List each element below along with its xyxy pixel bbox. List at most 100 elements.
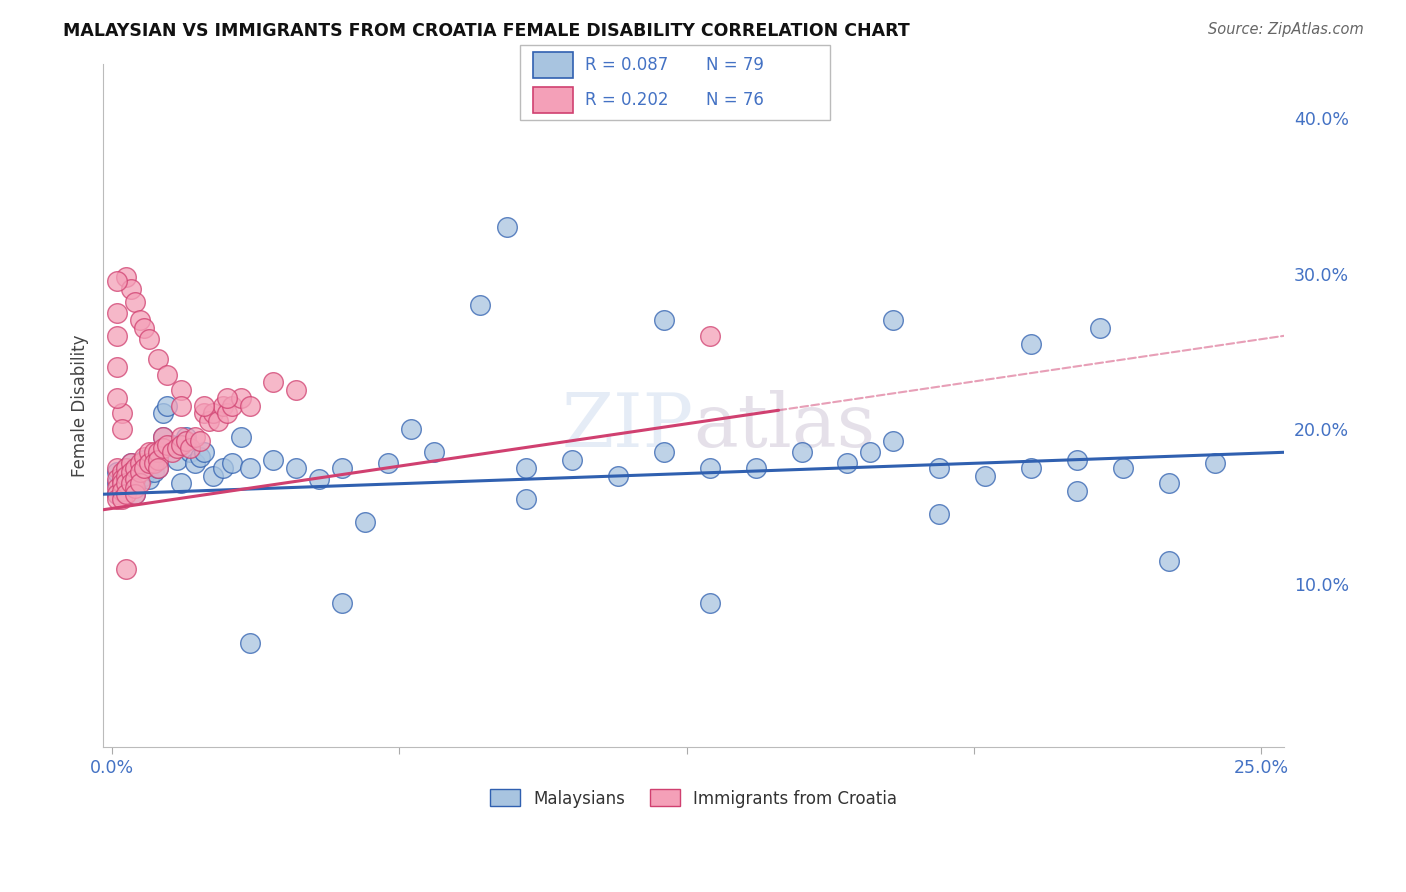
Point [124,487,146,501]
Point [221,399,243,413]
Text: R = 0.202: R = 0.202 [585,91,669,109]
Point [128,460,150,475]
Point [105,472,128,486]
Point [105,275,128,289]
Point [652,445,675,459]
Point [128,313,150,327]
Point [377,456,399,470]
Point [105,359,128,374]
Point [105,466,128,480]
Text: R = 0.087: R = 0.087 [585,56,668,74]
Point [308,472,330,486]
Point [115,460,138,475]
Point [128,456,150,470]
Point [124,481,146,495]
Point [134,450,156,464]
Legend: Malaysians, Immigrants from Croatia: Malaysians, Immigrants from Croatia [484,782,904,814]
Point [423,445,446,459]
Point [217,407,239,421]
Point [790,445,813,459]
Point [152,430,174,444]
Point [124,466,146,480]
FancyBboxPatch shape [533,52,572,78]
Point [399,422,422,436]
Point [179,445,201,459]
Point [105,305,128,319]
Point [330,460,353,475]
Point [115,476,138,491]
Point [138,472,160,486]
Point [193,407,215,421]
Point [1088,321,1111,335]
Point [148,352,170,367]
Point [202,407,225,421]
Point [515,460,537,475]
Point [110,484,132,499]
Point [229,430,252,444]
Point [652,313,675,327]
Point [239,460,262,475]
Point [928,508,950,522]
Point [124,460,146,475]
Point [105,476,128,491]
Point [142,445,165,459]
Point [1204,456,1226,470]
Point [120,466,142,480]
Text: N = 76: N = 76 [706,91,763,109]
Point [285,383,308,397]
Point [354,515,377,529]
Point [110,476,132,491]
Point [124,472,146,486]
Point [262,453,284,467]
Point [110,484,132,499]
Point [115,562,138,576]
Point [170,476,193,491]
Point [124,487,146,501]
Point [285,460,308,475]
Point [515,491,537,506]
Point [468,298,491,312]
Point [138,456,160,470]
Point [239,636,262,650]
Point [859,445,882,459]
Text: atlas: atlas [693,390,876,463]
Point [120,476,142,491]
Point [160,445,183,459]
Point [156,399,179,413]
Point [211,460,233,475]
Point [699,328,721,343]
Point [138,332,160,346]
Point [142,466,165,480]
Point [115,481,138,495]
Point [170,430,193,444]
Point [142,453,165,467]
Point [174,430,197,444]
Point [174,434,197,449]
FancyBboxPatch shape [520,45,830,120]
Point [134,468,156,483]
Point [134,460,156,475]
Point [124,476,146,491]
Point [142,456,165,470]
Point [699,460,721,475]
Point [110,476,132,491]
Point [184,456,207,470]
Point [217,391,239,405]
Text: Source: ZipAtlas.com: Source: ZipAtlas.com [1208,22,1364,37]
Point [188,450,211,464]
Point [120,456,142,470]
Point [170,383,193,397]
Point [115,269,138,284]
Point [166,453,188,467]
Point [330,596,353,610]
Point [110,468,132,483]
Point [105,328,128,343]
Y-axis label: Female Disability: Female Disability [72,334,89,477]
Point [170,399,193,413]
Point [110,472,132,486]
Point [152,407,174,421]
Point [110,466,132,480]
Text: ZIP: ZIP [561,390,693,463]
Point [211,399,233,413]
Point [148,460,170,475]
